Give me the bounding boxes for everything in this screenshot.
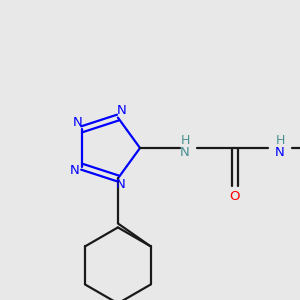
- Text: N: N: [117, 104, 127, 117]
- Text: H: H: [275, 134, 285, 146]
- Text: N: N: [116, 178, 126, 191]
- Text: H: H: [180, 134, 190, 146]
- Text: N: N: [70, 164, 80, 177]
- Text: N: N: [73, 116, 83, 129]
- Text: O: O: [230, 190, 240, 202]
- Text: N: N: [180, 146, 190, 160]
- Text: N: N: [275, 146, 285, 160]
